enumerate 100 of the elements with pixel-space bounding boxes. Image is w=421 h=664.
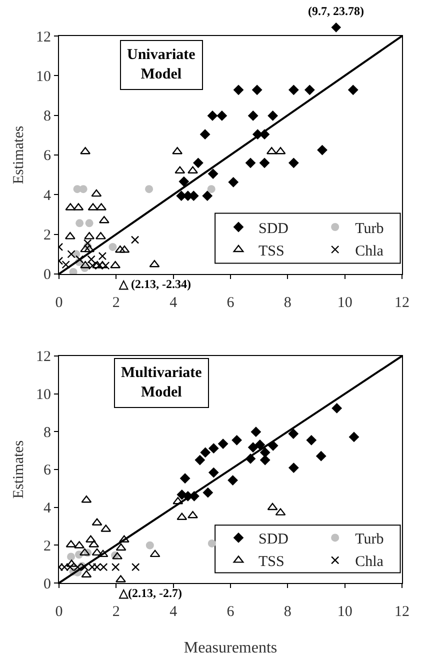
point (317, 144, 328, 156)
y-axis-title: Estimates (11, 440, 28, 499)
y-tick-label: 10 (36, 68, 51, 85)
text: △(2.13, -2.7) (118, 586, 182, 600)
x-tick-label: 8 (284, 294, 292, 311)
y-tick-label: 10 (36, 387, 51, 404)
legend-label: SDD (258, 220, 289, 237)
point (132, 563, 140, 572)
point (188, 166, 198, 174)
y-axis-title: Estimates (11, 126, 28, 184)
x-tick-label: 6 (226, 604, 235, 620)
point (316, 450, 326, 462)
point (193, 158, 204, 168)
point (218, 438, 228, 449)
point (75, 255, 84, 264)
point (116, 575, 126, 582)
y-tick-label: 8 (44, 108, 51, 125)
point (146, 541, 154, 550)
point (268, 110, 278, 121)
point (208, 467, 219, 478)
y-tick-label: 8 (44, 424, 51, 441)
point (86, 535, 96, 542)
point (232, 434, 242, 446)
point (288, 84, 299, 96)
y-tick-label: 2 (44, 538, 51, 554)
point (207, 185, 216, 194)
point (207, 110, 218, 121)
point (332, 403, 342, 414)
point (178, 176, 190, 187)
point (216, 110, 228, 121)
y-tick-label: 0 (44, 576, 51, 592)
point (98, 550, 108, 558)
point (92, 548, 102, 556)
x-tick-label: 4 (170, 604, 178, 620)
point (260, 447, 270, 458)
point (245, 158, 256, 168)
point (87, 255, 96, 264)
point (200, 447, 211, 458)
point (62, 260, 70, 269)
point (200, 129, 210, 140)
point (79, 185, 88, 194)
point (288, 428, 299, 439)
point (83, 239, 92, 248)
x-tick-label: 10 (337, 604, 352, 620)
point (267, 502, 278, 510)
point (233, 84, 244, 96)
point (96, 232, 106, 240)
point (76, 219, 84, 228)
point (188, 511, 198, 518)
x-tick-label: 4 (170, 294, 178, 311)
x-tick-label: 2 (112, 294, 120, 311)
y-tick-label: 12 (36, 349, 51, 366)
text: (9.7, 23.78) ◆ (308, 4, 364, 34)
legend-label: TSS (258, 554, 284, 570)
point (250, 426, 262, 438)
y-tick-label: 6 (44, 148, 52, 164)
legend-label: Turb (355, 220, 384, 237)
point (208, 168, 218, 180)
point (67, 250, 76, 258)
point (91, 189, 102, 197)
x-tick-label: 12 (394, 604, 410, 620)
legend-label: TSS (258, 243, 284, 260)
point (202, 190, 213, 202)
y-tick-label: 4 (44, 500, 52, 517)
point (254, 440, 266, 450)
point (145, 185, 154, 194)
point (304, 84, 315, 96)
point (108, 242, 117, 251)
point (259, 158, 270, 168)
point (306, 434, 317, 446)
point (208, 539, 216, 548)
point (67, 552, 76, 561)
x-tick-label: 2 (112, 604, 120, 620)
point (80, 244, 91, 252)
point (208, 443, 219, 454)
point (348, 84, 358, 96)
point (288, 462, 299, 473)
annotation: Multivariate Model (121, 365, 202, 400)
x-tick-label: 6 (226, 294, 235, 311)
point (194, 454, 206, 466)
point (116, 543, 126, 551)
y-tick-label: 12 (36, 29, 51, 46)
y-tick-label: 0 (44, 267, 51, 284)
point (69, 268, 78, 274)
legend-label: Chla (355, 554, 384, 570)
y-tick-label: 6 (44, 462, 52, 479)
point (85, 219, 94, 228)
point (202, 487, 214, 498)
point (180, 473, 190, 484)
point (252, 84, 262, 96)
point (288, 158, 299, 168)
point (248, 442, 258, 453)
point (130, 236, 140, 244)
point (260, 454, 270, 466)
annotation: Univariate Model (127, 47, 196, 82)
point (112, 563, 120, 572)
point (80, 548, 90, 556)
point (150, 550, 160, 558)
point (248, 110, 258, 121)
point (98, 252, 107, 260)
